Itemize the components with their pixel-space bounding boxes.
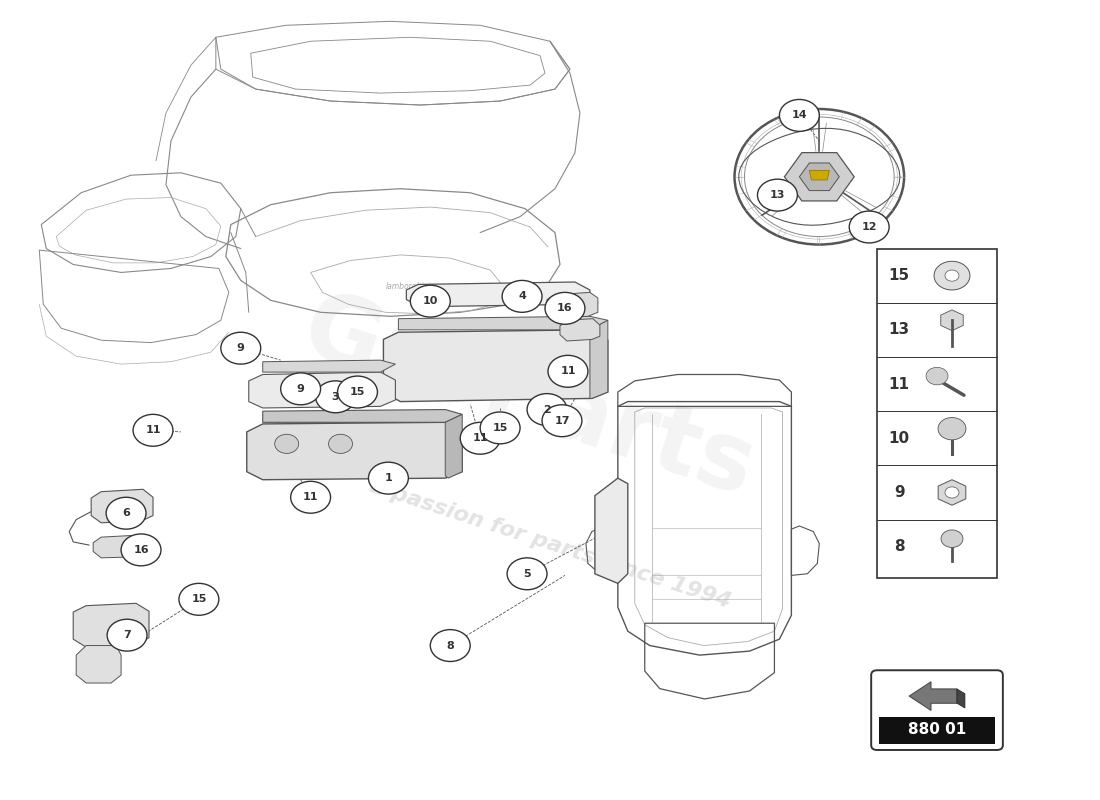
Circle shape: [316, 381, 355, 413]
Circle shape: [527, 394, 566, 426]
Circle shape: [542, 405, 582, 437]
Polygon shape: [957, 689, 965, 708]
Circle shape: [121, 534, 161, 566]
Text: 9: 9: [894, 485, 904, 500]
Text: 880 01: 880 01: [908, 722, 966, 737]
Circle shape: [179, 583, 219, 615]
Circle shape: [544, 292, 585, 324]
Polygon shape: [249, 372, 395, 408]
Circle shape: [938, 418, 966, 440]
Text: 12: 12: [861, 222, 877, 232]
Text: 14: 14: [792, 110, 807, 120]
Circle shape: [329, 434, 352, 454]
Text: 15: 15: [889, 268, 910, 283]
Text: 4: 4: [518, 291, 526, 302]
Text: 8: 8: [894, 539, 904, 554]
Circle shape: [221, 332, 261, 364]
Text: 17: 17: [554, 416, 570, 426]
Text: 2: 2: [543, 405, 551, 414]
Circle shape: [410, 286, 450, 317]
Polygon shape: [263, 360, 395, 372]
Circle shape: [548, 355, 587, 387]
Text: 15: 15: [350, 387, 365, 397]
Circle shape: [758, 179, 798, 211]
Text: 3: 3: [332, 392, 340, 402]
Text: 10: 10: [422, 296, 438, 306]
Circle shape: [368, 462, 408, 494]
Polygon shape: [800, 163, 839, 190]
Polygon shape: [547, 292, 598, 318]
Polygon shape: [94, 535, 139, 558]
Polygon shape: [446, 414, 462, 478]
Text: 5: 5: [524, 569, 531, 578]
FancyBboxPatch shape: [879, 717, 994, 744]
Circle shape: [926, 367, 948, 385]
Text: 9: 9: [297, 384, 305, 394]
Text: 13: 13: [889, 322, 910, 338]
Polygon shape: [76, 646, 121, 683]
Text: 11: 11: [472, 434, 488, 443]
Circle shape: [945, 487, 959, 498]
Text: GurParts: GurParts: [290, 284, 766, 516]
Text: 11: 11: [560, 366, 575, 376]
Text: a passion for parts since 1994: a passion for parts since 1994: [367, 475, 733, 611]
Polygon shape: [406, 282, 590, 306]
Circle shape: [107, 619, 147, 651]
Circle shape: [481, 412, 520, 444]
Circle shape: [275, 434, 298, 454]
Polygon shape: [246, 422, 462, 480]
Text: 11: 11: [145, 426, 161, 435]
Circle shape: [133, 414, 173, 446]
Polygon shape: [810, 170, 829, 180]
Text: 7: 7: [123, 630, 131, 640]
Circle shape: [940, 530, 962, 547]
Text: 15: 15: [191, 594, 207, 604]
Circle shape: [460, 422, 500, 454]
Text: 11: 11: [302, 492, 318, 502]
Circle shape: [290, 482, 331, 514]
Circle shape: [338, 376, 377, 408]
Polygon shape: [784, 153, 855, 201]
Circle shape: [780, 99, 820, 131]
FancyBboxPatch shape: [871, 670, 1003, 750]
Text: 10: 10: [889, 430, 910, 446]
Circle shape: [934, 262, 970, 290]
Polygon shape: [940, 310, 964, 330]
Polygon shape: [590, 320, 608, 398]
Circle shape: [280, 373, 320, 405]
Text: 15: 15: [493, 423, 508, 433]
Text: 16: 16: [557, 303, 573, 314]
Polygon shape: [938, 480, 966, 506]
Text: 9: 9: [236, 343, 244, 353]
Polygon shape: [91, 490, 153, 522]
Circle shape: [502, 281, 542, 312]
Text: 11: 11: [889, 377, 910, 391]
Polygon shape: [384, 330, 608, 402]
Text: 13: 13: [770, 190, 785, 200]
Text: 6: 6: [122, 508, 130, 518]
Circle shape: [849, 211, 889, 243]
Text: lamborghini: lamborghini: [385, 282, 431, 291]
Polygon shape: [560, 318, 600, 341]
Polygon shape: [595, 478, 628, 583]
Text: 1: 1: [385, 473, 393, 483]
Circle shape: [507, 558, 547, 590]
Circle shape: [430, 630, 470, 662]
Text: 8: 8: [447, 641, 454, 650]
Text: 16: 16: [133, 545, 148, 555]
Polygon shape: [909, 682, 957, 710]
Polygon shape: [74, 603, 148, 647]
Polygon shape: [398, 316, 608, 330]
Circle shape: [945, 270, 959, 282]
Circle shape: [106, 498, 146, 529]
Polygon shape: [263, 410, 462, 422]
FancyBboxPatch shape: [877, 249, 997, 578]
